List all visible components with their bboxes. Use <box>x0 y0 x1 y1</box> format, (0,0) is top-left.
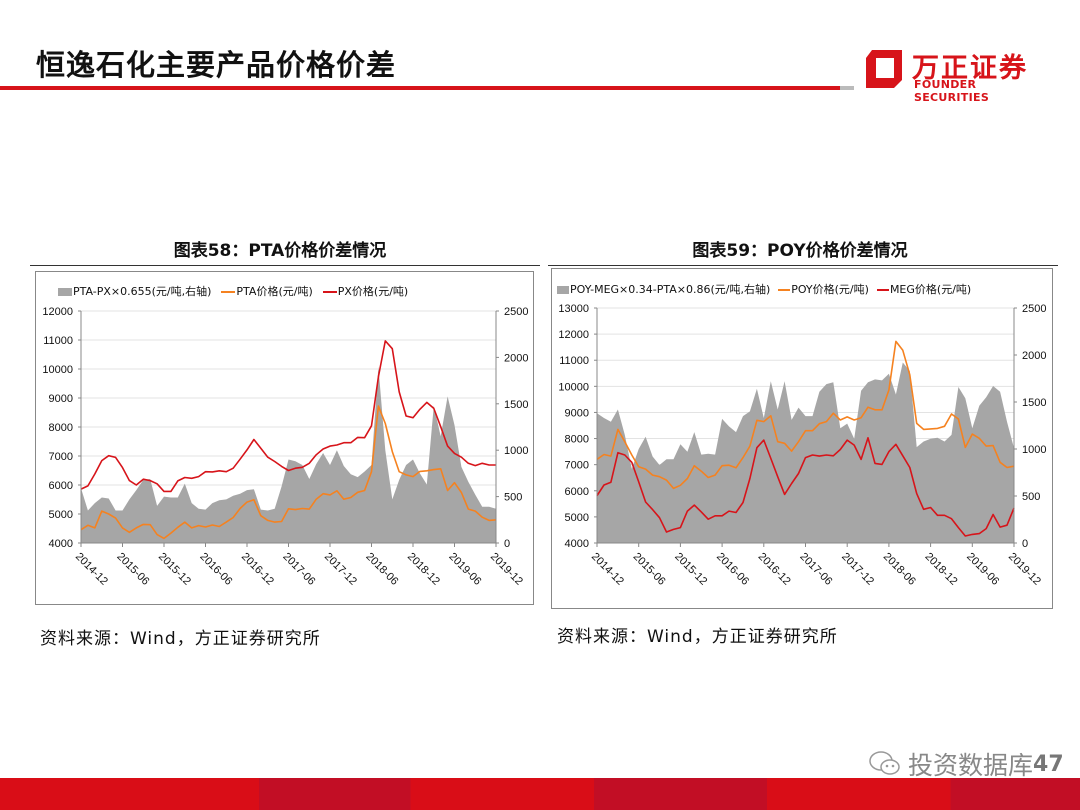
x-tick-label: 2014-12 <box>73 551 110 588</box>
chart-58-legend: PTA-PX×0.655(元/吨,右轴) PTA价格(元/吨) PX价格(元/吨… <box>58 283 408 299</box>
legend-item-spread: PTA-PX×0.655(元/吨,右轴) <box>58 283 211 299</box>
footer-band <box>0 778 1080 810</box>
header-divider-accent <box>840 86 854 90</box>
chart-59-frame <box>551 268 1053 609</box>
page-title: 恒逸石化主要产品价格价差 <box>36 48 397 82</box>
chart-59-source: 资料来源：Wind，方正证券研究所 <box>557 627 838 647</box>
y-right-tick-label: 0 <box>504 538 510 550</box>
x-tick-label: 2017-12 <box>322 551 359 588</box>
legend-label: PX价格(元/吨) <box>337 285 409 298</box>
x-tick-label: 2018-12 <box>405 551 442 588</box>
legend-label: PTA-PX×0.655(元/吨,右轴) <box>73 285 212 298</box>
watermark-text: 投资数据库 <box>908 751 1034 780</box>
chart-58-source: 资料来源：Wind，方正证券研究所 <box>40 629 321 649</box>
series-line-1 <box>80 405 497 540</box>
y-right-tick-label: 2000 <box>504 352 528 364</box>
logo-text-cn: 万正证券 <box>912 53 1028 84</box>
series-area-0 <box>81 366 496 543</box>
page-number: 47 <box>1033 751 1064 777</box>
y-right-tick-label: 1000 <box>504 445 528 457</box>
chart-58-caption: 图表58：PTA价格价差情况 <box>173 241 387 261</box>
chart-59-caption-rule <box>548 265 1058 266</box>
legend-label: POY价格(元/吨) <box>791 283 869 296</box>
x-tick-label: 2019-12 <box>488 551 525 588</box>
y-left-tick-label: 7000 <box>49 451 73 463</box>
y-left-tick-label: 5000 <box>49 509 73 521</box>
chart-59-caption: 图表59：POY价格价差情况 <box>692 241 908 261</box>
y-left-tick-label: 12000 <box>42 306 73 318</box>
legend-label: PTA价格(元/吨) <box>236 285 313 298</box>
x-tick-label: 2015-12 <box>156 551 193 588</box>
y-left-tick-label: 4000 <box>49 538 73 550</box>
x-tick-label: 2016-12 <box>239 551 276 588</box>
legend-item-poy: POY价格(元/吨) <box>778 281 869 297</box>
header-divider <box>0 86 840 90</box>
logo-text-en: FOUNDER SECURITIES <box>914 78 990 104</box>
legend-item-pta: PTA价格(元/吨) <box>221 283 313 299</box>
watermark: 投资数据库 47 <box>868 746 1064 782</box>
y-left-tick-label: 8000 <box>49 422 73 434</box>
legend-item-meg: MEG价格(元/吨) <box>876 281 972 297</box>
chart-58-caption-rule <box>30 265 540 266</box>
y-left-tick-label: 9000 <box>49 393 73 405</box>
x-tick-label: 2018-06 <box>363 551 400 588</box>
chart-58-frame <box>35 271 534 605</box>
y-left-tick-label: 10000 <box>42 364 73 376</box>
x-tick-label: 2017-06 <box>280 551 317 588</box>
y-left-tick-label: 11000 <box>43 335 73 347</box>
y-right-tick-label: 500 <box>504 492 522 504</box>
legend-label: MEG价格(元/吨) <box>889 283 972 296</box>
x-tick-label: 2019-06 <box>446 551 483 588</box>
wechat-icon <box>869 751 900 775</box>
y-left-tick-label: 6000 <box>49 480 73 492</box>
logo-mark-icon <box>866 50 902 88</box>
y-right-tick-label: 2500 <box>504 306 528 318</box>
series-line-2 <box>80 340 496 493</box>
x-tick-label: 2015-06 <box>114 551 151 588</box>
legend-label: POY-MEG×0.34-PTA×0.86(元/吨,右轴) <box>570 283 771 296</box>
y-right-tick-label: 1500 <box>504 399 528 411</box>
legend-item-spread: POY-MEG×0.34-PTA×0.86(元/吨,右轴) <box>557 281 770 297</box>
x-tick-label: 2016-06 <box>197 551 234 588</box>
legend-item-px: PX价格(元/吨) <box>322 283 409 299</box>
chart-59-legend: POY-MEG×0.34-PTA×0.86(元/吨,右轴) POY价格(元/吨)… <box>557 281 971 297</box>
founder-securities-logo: 万正证券 FOUNDER SECURITIES <box>864 46 1044 104</box>
